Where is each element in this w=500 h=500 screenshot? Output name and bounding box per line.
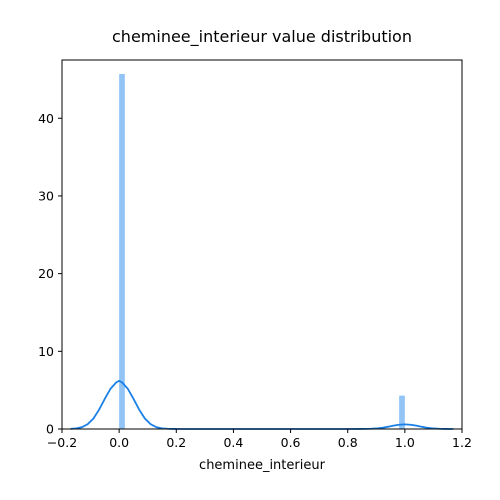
histogram-bar-0 bbox=[119, 73, 125, 429]
x-tick-label: 0.8 bbox=[338, 435, 358, 450]
kde-curve-layer bbox=[70, 379, 454, 430]
x-tick-label: 0.0 bbox=[109, 435, 129, 450]
y-axis-ticks: 0 10 20 30 40 bbox=[38, 111, 62, 437]
histogram-bars bbox=[119, 73, 405, 429]
histogram-bar-1 bbox=[399, 395, 405, 429]
chart-title: cheminee_interieur value distribution bbox=[112, 27, 412, 47]
y-tick-label: 40 bbox=[38, 111, 54, 126]
kde-curve bbox=[70, 379, 454, 430]
x-tick-label: 1.0 bbox=[395, 435, 415, 450]
y-tick-label: 30 bbox=[38, 188, 54, 203]
y-tick-label: 20 bbox=[38, 266, 54, 281]
x-tick-label: −0.2 bbox=[47, 435, 77, 450]
y-tick-label: 0 bbox=[46, 422, 54, 437]
x-tick-label: 0.2 bbox=[166, 435, 186, 450]
y-tick-label: 10 bbox=[38, 344, 54, 359]
x-axis-label: cheminee_interieur bbox=[199, 458, 326, 473]
x-tick-label: 0.4 bbox=[223, 435, 243, 450]
plot-frame bbox=[61, 59, 463, 430]
x-tick-label: 0.6 bbox=[281, 435, 301, 450]
x-axis-ticks: −0.2 0.0 0.2 0.4 0.6 0.8 1.0 1.2 bbox=[47, 429, 472, 450]
x-tick-label: 1.2 bbox=[452, 435, 472, 450]
